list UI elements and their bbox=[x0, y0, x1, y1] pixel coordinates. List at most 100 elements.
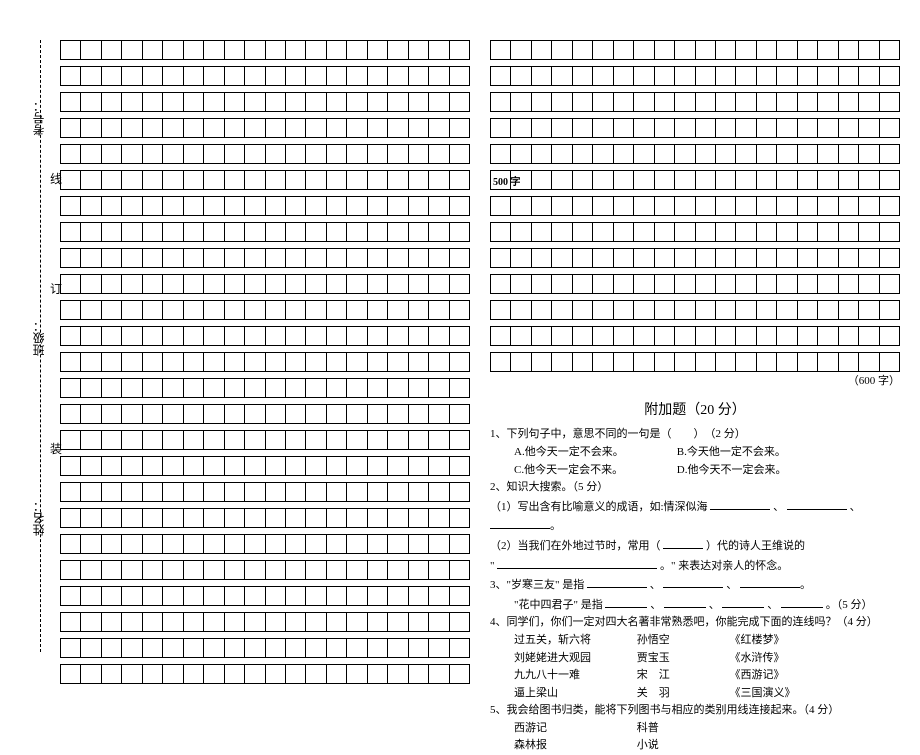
grid-cell bbox=[266, 171, 286, 189]
grid-cell bbox=[266, 249, 286, 267]
grid-cell bbox=[655, 249, 675, 267]
grid-cell bbox=[347, 119, 367, 137]
grid-cell bbox=[593, 301, 613, 319]
grid-cell bbox=[593, 249, 613, 267]
grid-cell bbox=[777, 145, 797, 163]
grid-cell bbox=[634, 67, 654, 85]
grid-cell bbox=[491, 353, 511, 371]
q1-d: D.他今天不一定会来。 bbox=[677, 464, 787, 476]
grid-cell bbox=[491, 145, 511, 163]
grid-cell bbox=[327, 613, 347, 631]
q5-r2b: 小说 bbox=[637, 739, 659, 751]
grid-cell bbox=[286, 457, 306, 475]
grid-cell bbox=[675, 249, 695, 267]
grid-cell bbox=[184, 275, 204, 293]
grid-cell bbox=[655, 171, 675, 189]
grid-cell bbox=[286, 665, 306, 683]
grid-cell bbox=[388, 665, 408, 683]
grid-row-block bbox=[490, 326, 900, 346]
grid-row bbox=[491, 145, 899, 163]
grid-cell bbox=[839, 327, 859, 345]
grid-cell bbox=[388, 405, 408, 423]
grid-cell bbox=[204, 119, 224, 137]
grid-cell bbox=[61, 665, 81, 683]
q4-row4: 逼上梁山 关 羽 《三国演义》 bbox=[490, 685, 900, 703]
grid-row bbox=[61, 561, 469, 579]
grid-cell bbox=[245, 457, 265, 475]
grid-cell bbox=[450, 223, 469, 241]
grid-cell bbox=[655, 275, 675, 293]
grid-cell bbox=[245, 93, 265, 111]
grid-cell bbox=[573, 223, 593, 241]
grid-cell bbox=[839, 171, 859, 189]
grid-cell bbox=[122, 327, 142, 345]
grid-cell bbox=[204, 639, 224, 657]
grid-cell bbox=[122, 405, 142, 423]
grid-cell bbox=[163, 353, 183, 371]
grid-cell bbox=[143, 587, 163, 605]
grid-row bbox=[491, 353, 899, 371]
grid-cell bbox=[388, 249, 408, 267]
grid-cell bbox=[839, 223, 859, 241]
grid-cell bbox=[81, 171, 101, 189]
grid-row-block bbox=[60, 560, 470, 580]
grid-cell bbox=[450, 665, 469, 683]
grid-cell bbox=[388, 509, 408, 527]
grid-cell bbox=[655, 41, 675, 59]
q2-1: （1）写出含有比喻意义的成语，如:情深似海 、 、 。 bbox=[490, 497, 900, 536]
grid-cell bbox=[286, 41, 306, 59]
grid-cell bbox=[122, 457, 142, 475]
grid-cell bbox=[327, 665, 347, 683]
grid-cell bbox=[368, 613, 388, 631]
grid-cell bbox=[368, 327, 388, 345]
grid-cell bbox=[368, 145, 388, 163]
grid-cell bbox=[593, 327, 613, 345]
grid-cell bbox=[593, 41, 613, 59]
grid-cell bbox=[327, 509, 347, 527]
grid-cell bbox=[306, 561, 326, 579]
grid-row bbox=[491, 275, 899, 293]
grid-cell bbox=[143, 301, 163, 319]
grid-cell bbox=[184, 561, 204, 579]
grid-cell bbox=[122, 483, 142, 501]
grid-cell bbox=[122, 561, 142, 579]
grid-cell bbox=[122, 93, 142, 111]
grid-cell bbox=[102, 405, 122, 423]
grid-cell bbox=[327, 587, 347, 605]
grid-row bbox=[61, 509, 469, 527]
grid-cell bbox=[491, 93, 511, 111]
grid-row: 500 字 bbox=[491, 171, 899, 189]
grid-row-block bbox=[60, 300, 470, 320]
grid-cell bbox=[163, 223, 183, 241]
grid-cell bbox=[388, 197, 408, 215]
grid-cell bbox=[532, 353, 552, 371]
grid-cell bbox=[573, 119, 593, 137]
grid-cell bbox=[122, 197, 142, 215]
grid-cell bbox=[388, 301, 408, 319]
grid-cell bbox=[122, 639, 142, 657]
grid-cell bbox=[204, 41, 224, 59]
grid-cell bbox=[327, 353, 347, 371]
grid-cell bbox=[204, 613, 224, 631]
grid-cell bbox=[61, 327, 81, 345]
grid-cell bbox=[491, 223, 511, 241]
grid-cell bbox=[634, 327, 654, 345]
grid-cell bbox=[614, 119, 634, 137]
sep: 、 bbox=[850, 501, 861, 513]
grid-row-block bbox=[490, 40, 900, 60]
grid-cell bbox=[777, 41, 797, 59]
grid-cell bbox=[798, 93, 818, 111]
grid-cell bbox=[347, 275, 367, 293]
grid-cell bbox=[429, 145, 449, 163]
grid-cell bbox=[552, 275, 572, 293]
grid-cell bbox=[409, 613, 429, 631]
grid-row bbox=[61, 67, 469, 85]
grid-cell bbox=[429, 431, 449, 449]
grid-cell bbox=[102, 275, 122, 293]
grid-cell bbox=[777, 197, 797, 215]
grid-cell bbox=[184, 431, 204, 449]
grid-cell bbox=[61, 197, 81, 215]
grid-cell bbox=[347, 327, 367, 345]
grid-cell bbox=[306, 41, 326, 59]
grid-cell bbox=[225, 457, 245, 475]
